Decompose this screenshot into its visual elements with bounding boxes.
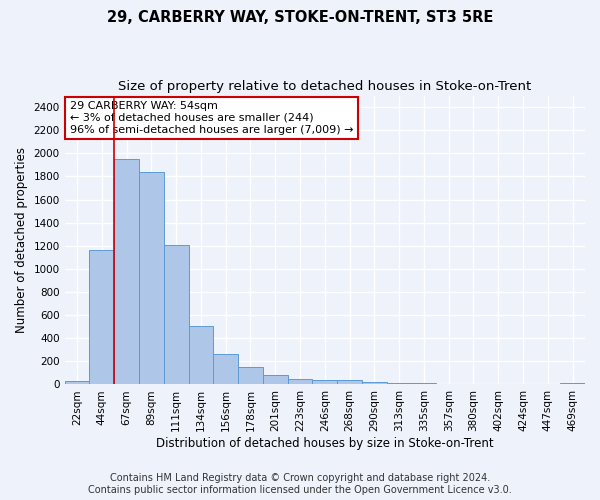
Bar <box>214 354 238 384</box>
Bar <box>114 159 139 384</box>
X-axis label: Distribution of detached houses by size in Stoke-on-Trent: Distribution of detached houses by size … <box>156 437 494 450</box>
Bar <box>188 326 214 384</box>
Bar <box>287 380 313 384</box>
Bar <box>560 382 585 384</box>
Text: 29 CARBERRY WAY: 54sqm
← 3% of detached houses are smaller (244)
96% of semi-det: 29 CARBERRY WAY: 54sqm ← 3% of detached … <box>70 102 353 134</box>
Y-axis label: Number of detached properties: Number of detached properties <box>15 147 28 333</box>
Text: Contains HM Land Registry data © Crown copyright and database right 2024.
Contai: Contains HM Land Registry data © Crown c… <box>88 474 512 495</box>
Bar <box>337 380 362 384</box>
Title: Size of property relative to detached houses in Stoke-on-Trent: Size of property relative to detached ho… <box>118 80 532 93</box>
Bar <box>263 375 287 384</box>
Bar <box>65 381 89 384</box>
Bar <box>164 244 188 384</box>
Bar <box>238 366 263 384</box>
Bar <box>139 172 164 384</box>
Bar <box>313 380 337 384</box>
Bar <box>387 382 412 384</box>
Text: 29, CARBERRY WAY, STOKE-ON-TRENT, ST3 5RE: 29, CARBERRY WAY, STOKE-ON-TRENT, ST3 5R… <box>107 10 493 25</box>
Bar <box>89 250 114 384</box>
Bar <box>362 382 387 384</box>
